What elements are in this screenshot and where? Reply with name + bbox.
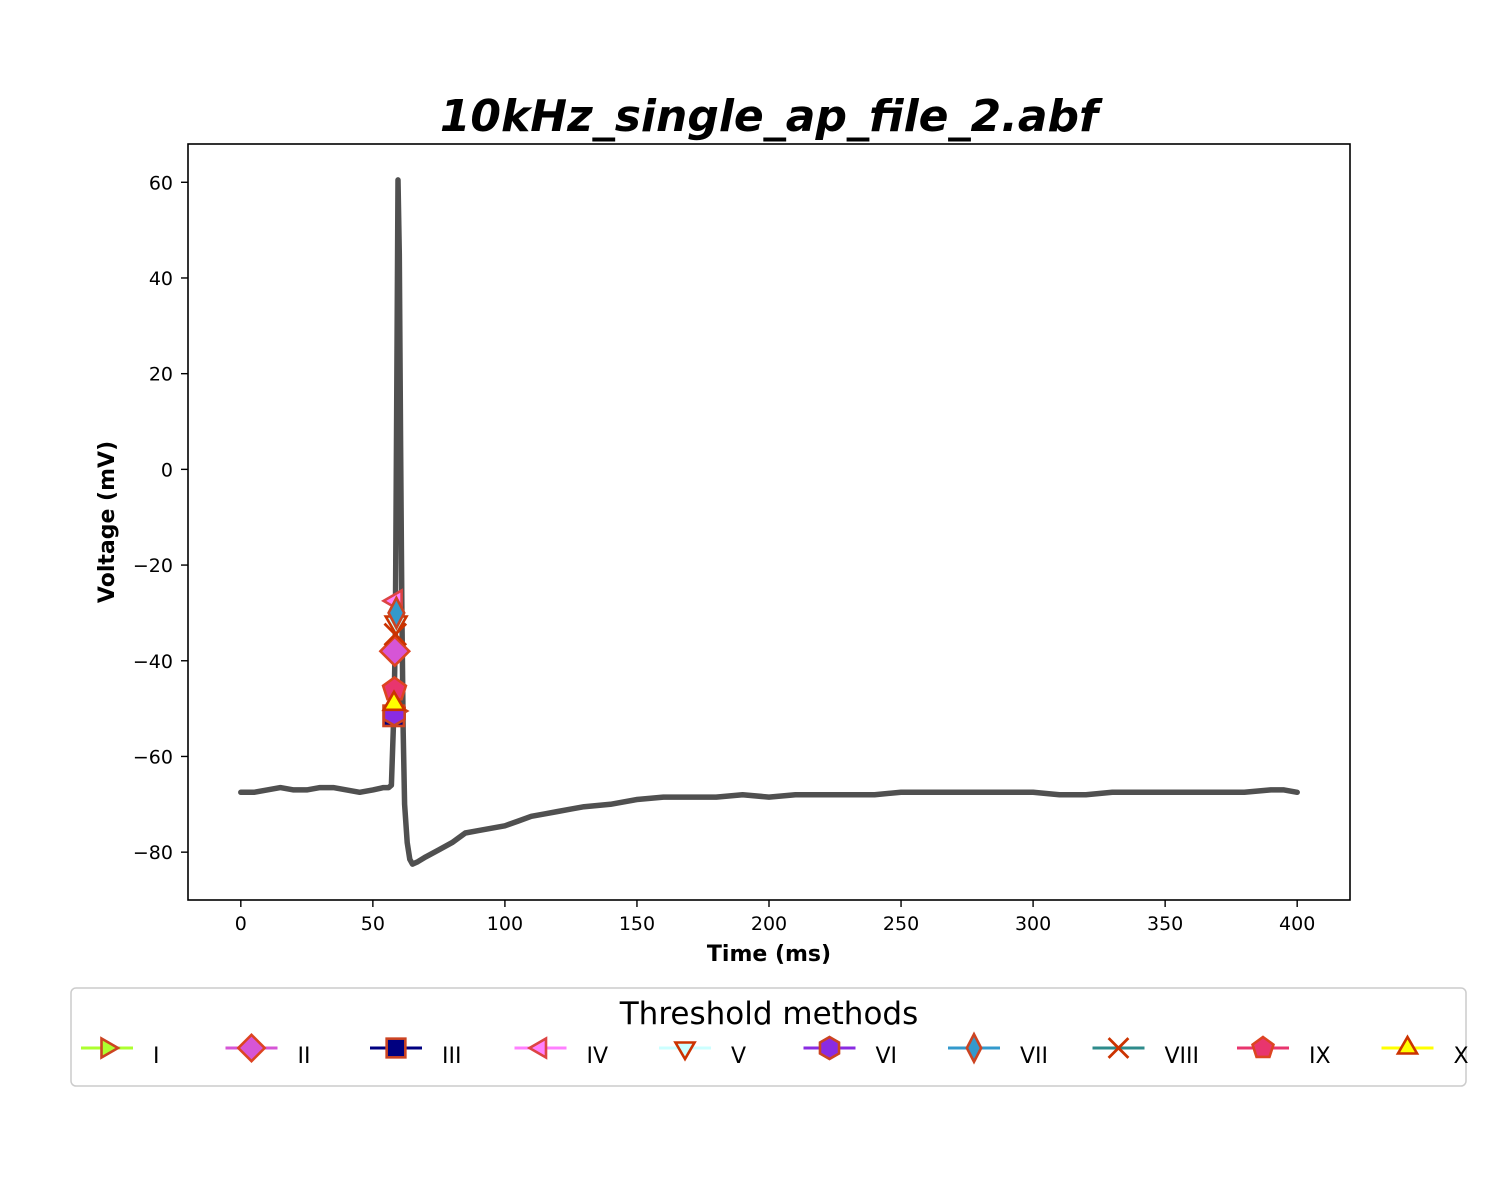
legend-entry-iv: IV — [514, 1036, 609, 1069]
chart-title: 10kHz_single_ap_file_2.abf — [440, 91, 1103, 142]
legend-marker — [1251, 1035, 1275, 1059]
legend-entry-ii: II — [225, 1032, 311, 1069]
legend-marker — [526, 1036, 548, 1060]
plot-area — [187, 143, 1351, 901]
legend-title: Threshold methods — [619, 996, 919, 1032]
threshold-marker-viii — [383, 622, 408, 647]
plot-background — [188, 144, 1350, 900]
threshold-marker-x — [381, 689, 407, 712]
y-tick-label: −60 — [133, 746, 173, 768]
y-tick-label: −80 — [133, 842, 173, 864]
legend-marker — [236, 1032, 267, 1064]
x-tick-label: 300 — [1015, 913, 1051, 935]
legend-marker — [965, 1031, 983, 1065]
legend-label: IV — [587, 1044, 609, 1069]
legend-entry-vii: VII — [948, 1031, 1048, 1069]
x-tick-label: 400 — [1279, 913, 1315, 935]
marker-layer — [378, 588, 412, 728]
legend-label: V — [731, 1044, 746, 1069]
legend-entries: I II III IV V VI VII VIII IX X — [81, 1031, 1469, 1069]
legend-entry-ix: IX — [1237, 1035, 1331, 1069]
legend-marker — [1107, 1037, 1130, 1059]
legend-label: VIII — [1165, 1044, 1200, 1069]
legend-marker — [673, 1041, 697, 1062]
y-tick-label: 60 — [149, 172, 173, 194]
legend-marker — [100, 1036, 121, 1060]
y-tick-label: 40 — [149, 268, 173, 290]
legend-label: II — [298, 1044, 311, 1069]
legend-entry-x: X — [1381, 1034, 1469, 1069]
x-tick-label: 250 — [883, 913, 919, 935]
x-axis: 0 50 100 150 200 250 300 350 400 — [235, 900, 1315, 935]
legend-entry-iii: III — [370, 1037, 461, 1069]
y-tick-label: 0 — [161, 459, 173, 481]
legend-entry-v: V — [659, 1041, 746, 1069]
legend-marker — [385, 1037, 407, 1059]
legend-label: X — [1454, 1044, 1469, 1069]
legend-entry-viii: VIII — [1092, 1037, 1200, 1069]
x-tick-label: 150 — [619, 913, 655, 935]
x-axis-label: Time (ms) — [707, 942, 831, 967]
y-tick-label: −20 — [133, 555, 173, 577]
y-tick-label: −40 — [133, 651, 173, 673]
voltage-trace — [238, 177, 1300, 867]
legend-entry-i: I — [81, 1036, 160, 1069]
y-axis: 60 40 20 0 −20 −40 −60 −80 — [133, 172, 188, 864]
x-tick-label: 0 — [235, 913, 247, 935]
x-tick-label: 50 — [361, 913, 385, 935]
legend: Threshold methods I II III IV V VI VII VIII IX X — [70, 987, 1469, 1087]
legend-label: VII — [1020, 1044, 1048, 1069]
y-tick-label: 20 — [149, 364, 173, 386]
legend-label: IX — [1309, 1044, 1331, 1069]
legend-label: I — [153, 1044, 160, 1069]
legend-marker — [818, 1035, 841, 1061]
x-tick-label: 200 — [751, 913, 787, 935]
legend-label: III — [442, 1044, 461, 1069]
trace-layer — [238, 177, 1300, 867]
legend-label: VI — [876, 1044, 898, 1069]
y-axis-label: Voltage (mV) — [95, 441, 120, 603]
legend-entry-vi: VI — [803, 1035, 898, 1069]
x-tick-label: 100 — [487, 913, 523, 935]
legend-marker — [1395, 1034, 1420, 1055]
x-tick-label: 350 — [1147, 913, 1183, 935]
threshold-marker-vii — [387, 595, 406, 631]
legend-box — [70, 987, 1467, 1087]
